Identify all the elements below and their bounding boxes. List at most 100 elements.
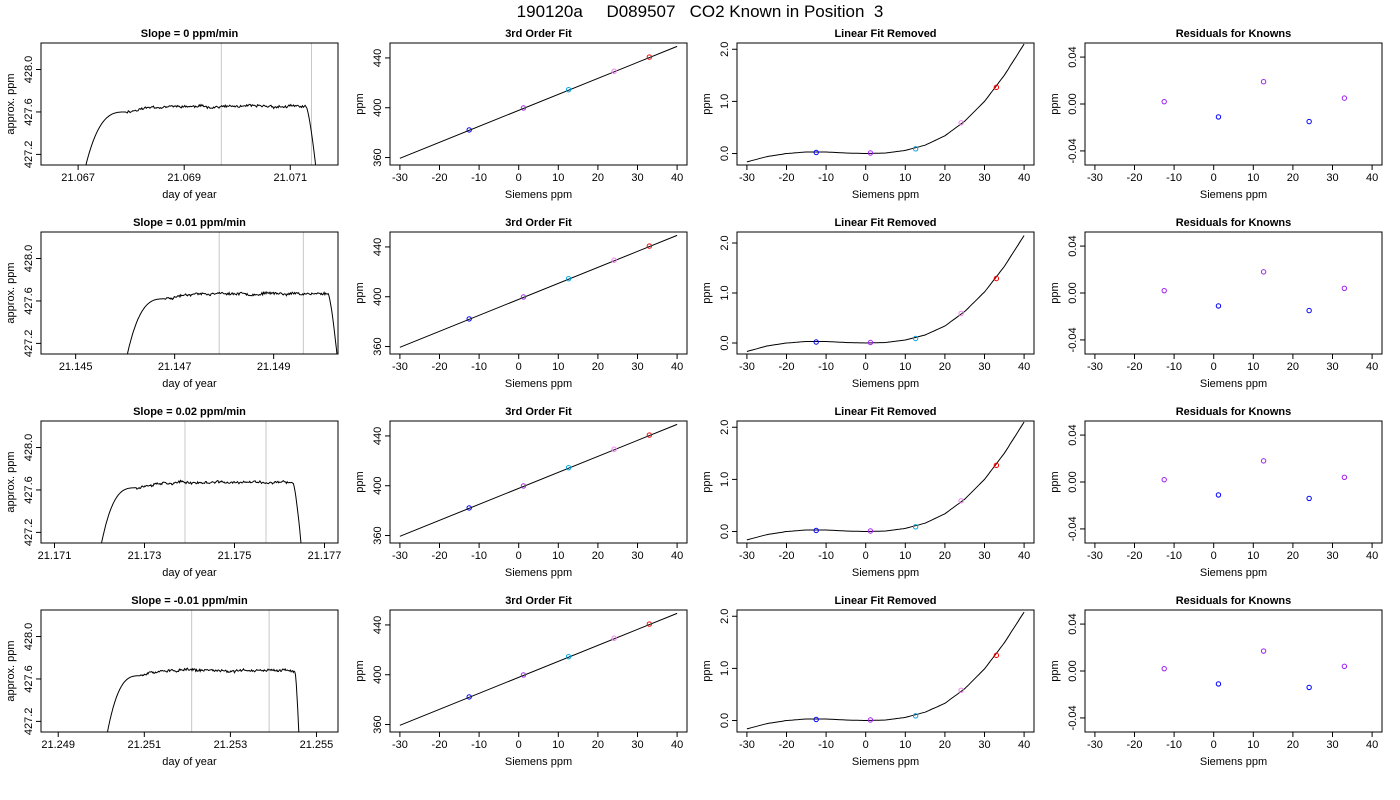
panel-title: Slope = -0.01 ppm/min (131, 595, 248, 607)
plot-frame (389, 231, 688, 355)
y-tick-label: 360 (372, 337, 384, 355)
plot-area (399, 612, 678, 726)
x-tick-label: -20 (779, 739, 795, 751)
x-tick-label: 20 (939, 550, 951, 562)
x-tick-label: -30 (739, 172, 755, 184)
x-tick-label: 21.145 (59, 361, 93, 373)
x-tick-label: 21.067 (61, 172, 95, 184)
y-axis-label: ppm (354, 471, 366, 492)
panel-title: 3rd Order Fit (505, 406, 572, 418)
x-tick-label: 10 (1247, 550, 1259, 562)
y-tick-label: 0.00 (1067, 93, 1079, 114)
x-tick-label: 21.149 (257, 361, 291, 373)
x-tick-label: -10 (1166, 172, 1182, 184)
data-point (813, 339, 819, 345)
x-tick-label: -30 (1087, 550, 1103, 562)
data-point (867, 717, 874, 723)
x-tick-label: 20 (1287, 361, 1299, 373)
y-axis-label: ppm (354, 282, 366, 303)
y-tick-label: 400 (372, 477, 384, 495)
chart-panel-r3c4: Residuals for Knowns -30 -20 -10 0 10 20 30 40 -0… (1049, 406, 1383, 579)
x-tick-label: 40 (671, 739, 683, 751)
x-axis-label: Siemens ppm (1200, 378, 1267, 390)
y-axis-label: ppm (1049, 660, 1061, 681)
x-tick-label: -20 (432, 739, 448, 751)
data-point (520, 483, 527, 489)
y-tick-label: 0.04 (1067, 424, 1079, 445)
y-tick-label: 0.0 (719, 146, 731, 161)
y-tick-label: 428.0 (23, 56, 35, 84)
y-tick-label: 400 (372, 666, 384, 684)
y-axis-label: ppm (701, 471, 713, 492)
x-tick-label: -30 (1087, 172, 1103, 184)
x-tick-label: 21.251 (127, 739, 161, 751)
data-point (958, 310, 964, 317)
x-tick-label: 20 (1287, 550, 1299, 562)
x-tick-label: 10 (899, 550, 911, 562)
y-axis-label: ppm (1049, 282, 1061, 303)
x-tick-label: 20 (592, 739, 604, 751)
x-tick-label: -30 (392, 739, 408, 751)
data-point (1341, 474, 1348, 481)
x-tick-label: 10 (899, 739, 911, 751)
x-tick-label: 30 (1326, 361, 1338, 373)
x-tick-label: 30 (631, 361, 643, 373)
plot-area (85, 103, 317, 165)
panel-title: Residuals for Knowns (1176, 28, 1292, 40)
plot-frame (389, 420, 688, 544)
y-axis-label: approx. ppm (5, 640, 17, 701)
x-tick-label: -20 (432, 172, 448, 184)
x-tick-label: 20 (939, 739, 951, 751)
x-tick-label: 0 (863, 739, 869, 751)
y-tick-label: 427.2 (23, 330, 35, 358)
panel-title: Linear Fit Removed (834, 28, 936, 40)
x-tick-label: 0 (1211, 550, 1217, 562)
x-axis-label: Siemens ppm (505, 189, 572, 201)
data-point (813, 716, 819, 723)
x-axis-label: day of year (162, 378, 217, 390)
x-tick-label: 30 (978, 172, 990, 184)
plot-frame (40, 42, 339, 166)
data-point (1215, 114, 1222, 120)
data-point (912, 335, 919, 342)
y-tick-label: 0.04 (1067, 46, 1079, 67)
x-tick-label: 10 (1247, 361, 1259, 373)
chart-panel-r1c1: Slope = 0 ppm/min 21.067 21.069 21.071 427.2… (5, 28, 339, 201)
x-tick-label: -30 (392, 172, 408, 184)
x-tick-label: 0 (516, 739, 522, 751)
x-tick-label: -10 (471, 550, 487, 562)
x-tick-label: -20 (1127, 550, 1143, 562)
plot-area (399, 45, 678, 159)
data-point (1341, 95, 1348, 101)
data-point (565, 86, 572, 93)
data-point (646, 432, 653, 438)
data-point (565, 653, 572, 660)
x-tick-label: -10 (471, 172, 487, 184)
plot-area (1161, 458, 1348, 502)
data-point (1215, 303, 1222, 309)
x-tick-label: 40 (1018, 550, 1030, 562)
data-point (466, 127, 472, 133)
x-tick-label: 0 (1211, 172, 1217, 184)
plot-frame (40, 609, 339, 733)
x-axis-label: Siemens ppm (1200, 189, 1267, 201)
chart-panel-r1c4: Residuals for Knowns -30 -20 -10 0 10 20 30 40 -0… (1049, 28, 1383, 201)
y-axis-label: approx. ppm (5, 73, 17, 134)
y-axis-label: ppm (354, 660, 366, 681)
x-tick-label: -10 (1166, 361, 1182, 373)
x-tick-label: -30 (739, 361, 755, 373)
y-tick-label: 0.0 (719, 524, 731, 539)
x-axis-label: day of year (162, 189, 217, 201)
x-axis-label: Siemens ppm (852, 189, 919, 201)
y-tick-label: 1.0 (719, 661, 731, 676)
data-point (867, 339, 874, 346)
chart-panel-r2c4: Residuals for Knowns -30 -20 -10 0 10 20 30 40 -0… (1049, 217, 1383, 390)
x-axis-label: Siemens ppm (852, 378, 919, 390)
data-point (466, 694, 472, 700)
y-tick-label: 427.6 (23, 287, 35, 315)
y-tick-label: 400 (372, 99, 384, 117)
plot-frame (736, 609, 1035, 733)
x-tick-label: -10 (818, 550, 834, 562)
plot-area (107, 667, 300, 732)
x-tick-label: 0 (516, 361, 522, 373)
